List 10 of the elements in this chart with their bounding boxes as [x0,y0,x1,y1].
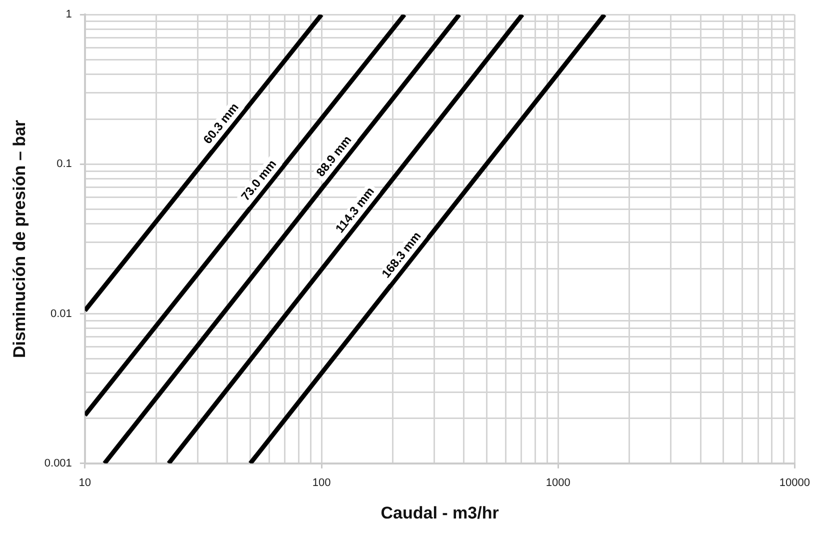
x-tick-label: 10 [78,477,92,490]
y-tick-label: 1 [66,8,72,21]
x-axis-title: Caudal - m3/hr [380,503,500,522]
y-tick-label: 0.1 [56,158,72,170]
x-tick-label: 100 [312,477,331,490]
x-tick-label: 1000 [546,477,570,490]
y-axis-title: Disminución de presión – bar [10,120,29,358]
x-tick-label: 10000 [779,477,810,490]
y-tick-label: 0.001 [44,457,72,470]
y-tick-label: 0.01 [50,308,72,320]
